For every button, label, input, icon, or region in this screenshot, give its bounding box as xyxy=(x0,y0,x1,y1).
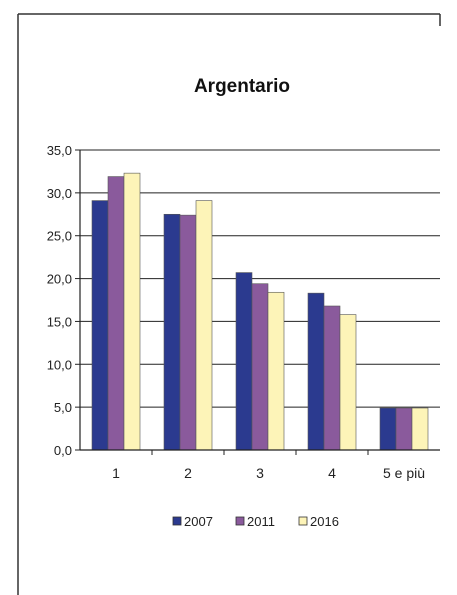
bar xyxy=(123,172,141,451)
x-tick-label: 1 xyxy=(112,465,120,481)
x-axis-ticks: 1 2 3 4 5 e più xyxy=(112,450,425,481)
bar xyxy=(163,213,181,451)
y-tick-label: 25,0 xyxy=(47,229,72,244)
bar xyxy=(179,214,197,451)
y-tick-label: 35,0 xyxy=(47,143,72,158)
chart-title: Argentario xyxy=(194,76,290,97)
bar xyxy=(323,305,341,451)
x-tick-label: 2 xyxy=(184,465,192,481)
y-tick-label: 5,0 xyxy=(54,400,72,415)
bar xyxy=(195,200,213,451)
legend-label: 2011 xyxy=(247,514,275,529)
y-tick-label: 0,0 xyxy=(54,443,72,458)
y-tick-label: 20,0 xyxy=(47,272,72,287)
x-tick-label: 5 e più xyxy=(383,465,425,481)
y-tick-label: 15,0 xyxy=(47,314,72,329)
legend-label: 2007 xyxy=(184,514,213,529)
bar xyxy=(395,407,413,451)
bar xyxy=(251,283,269,451)
bar xyxy=(91,200,109,451)
legend-label: 2016 xyxy=(310,514,339,529)
bar xyxy=(379,407,397,451)
bar xyxy=(307,292,325,451)
y-axis-ticks: 0,0 5,0 10,0 15,0 20,0 25,0 30,0 35,0 xyxy=(47,143,80,458)
legend-swatch xyxy=(172,516,182,526)
bars xyxy=(91,172,429,451)
bar xyxy=(235,272,253,451)
x-tick-label: 4 xyxy=(328,465,336,481)
bar xyxy=(267,291,285,451)
legend-swatch xyxy=(298,516,308,526)
x-tick-label: 3 xyxy=(256,465,264,481)
bar xyxy=(339,314,357,451)
y-tick-label: 10,0 xyxy=(47,357,72,372)
legend: 2007 2011 2016 xyxy=(172,514,339,529)
bar xyxy=(411,407,429,451)
y-tick-label: 30,0 xyxy=(47,186,72,201)
legend-swatch xyxy=(235,516,245,526)
bar xyxy=(107,176,125,451)
